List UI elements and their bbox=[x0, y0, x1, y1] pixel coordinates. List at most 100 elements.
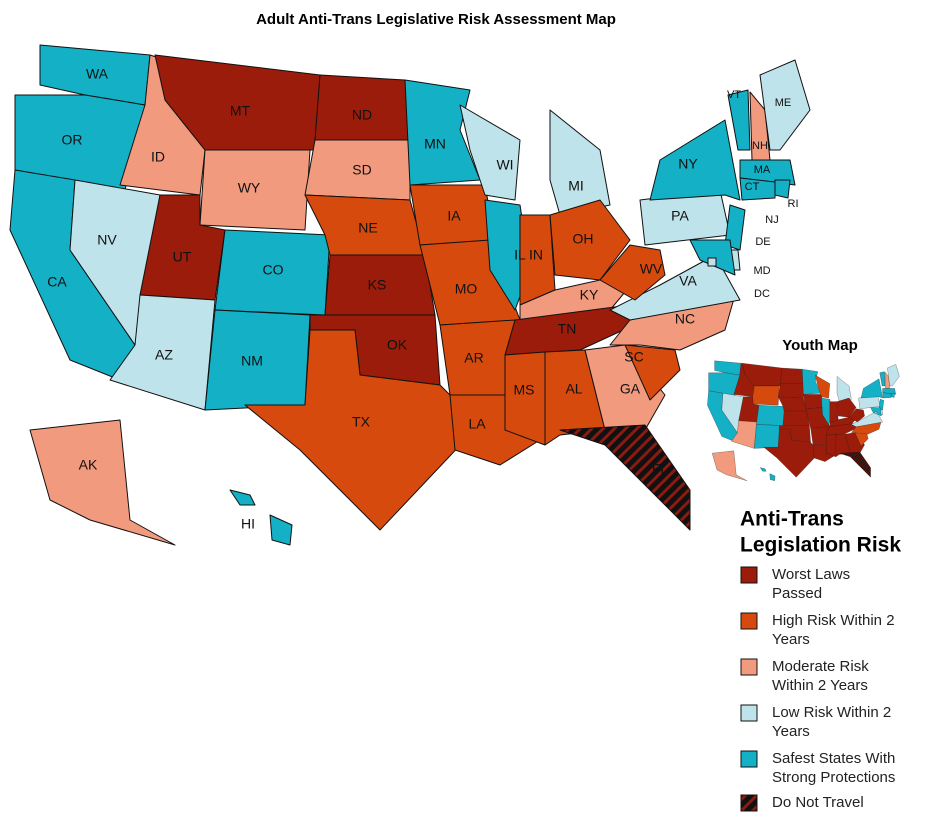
legend-title: Anti-Trans bbox=[740, 508, 844, 531]
state bbox=[739, 177, 776, 201]
state bbox=[599, 244, 666, 301]
legend-swatch bbox=[740, 750, 758, 768]
state-label: WY bbox=[238, 180, 261, 196]
state bbox=[727, 89, 751, 151]
state-label: WV bbox=[640, 261, 663, 277]
state bbox=[649, 119, 741, 201]
state-label: MN bbox=[424, 136, 446, 152]
state bbox=[754, 424, 780, 449]
state-label: MI bbox=[568, 178, 584, 194]
legend-title: Legislation Risk bbox=[740, 534, 901, 557]
state-label: WA bbox=[86, 66, 109, 82]
legend-label: High Risk Within 2 bbox=[772, 612, 895, 629]
state bbox=[760, 467, 776, 481]
youth-title: Youth Map bbox=[782, 337, 858, 354]
state-label: CO bbox=[263, 262, 284, 278]
state-label: KY bbox=[580, 287, 599, 303]
state-label: MS bbox=[514, 382, 535, 398]
state-label: IA bbox=[447, 208, 461, 224]
state bbox=[724, 204, 746, 251]
state-label: NH bbox=[752, 140, 768, 152]
state bbox=[774, 179, 791, 199]
legend-swatch bbox=[740, 612, 758, 630]
state-label: AL bbox=[565, 381, 582, 397]
legend-label: Moderate Risk bbox=[772, 658, 869, 675]
state-label: DE bbox=[755, 236, 770, 248]
state-label: OH bbox=[573, 231, 594, 247]
legend: Anti-Trans Legislation Risk Worst Laws Pass… bbox=[740, 508, 901, 812]
state bbox=[887, 364, 900, 387]
state-label: VT bbox=[727, 89, 741, 101]
state bbox=[882, 388, 896, 395]
state-label: ME bbox=[775, 97, 792, 109]
state bbox=[780, 367, 804, 384]
state-label: ND bbox=[352, 107, 372, 123]
legend-label: Low Risk Within 2 bbox=[772, 704, 891, 721]
state bbox=[782, 411, 810, 426]
state-label: KS bbox=[368, 277, 387, 293]
state-label: NM bbox=[241, 353, 263, 369]
state bbox=[707, 257, 717, 267]
state bbox=[229, 489, 293, 546]
state bbox=[836, 376, 852, 402]
state bbox=[609, 254, 741, 321]
state bbox=[549, 109, 611, 216]
legend-label: Years bbox=[772, 723, 810, 740]
state-label: SD bbox=[352, 162, 371, 178]
state bbox=[879, 371, 886, 387]
state bbox=[731, 420, 757, 449]
legend-swatch bbox=[740, 658, 758, 676]
state bbox=[836, 397, 857, 418]
state-label: HI bbox=[241, 516, 255, 532]
youth-map bbox=[707, 360, 900, 481]
state bbox=[826, 423, 860, 436]
legend-swatch bbox=[740, 566, 758, 584]
state-label: TN bbox=[558, 321, 577, 337]
state bbox=[549, 199, 631, 281]
state bbox=[752, 385, 780, 406]
state bbox=[870, 407, 882, 417]
state-label: NY bbox=[678, 156, 698, 172]
state-label: UT bbox=[173, 249, 192, 265]
legend-label: Safest States With bbox=[772, 750, 895, 767]
legend-swatch bbox=[740, 704, 758, 722]
state-label: CT bbox=[745, 181, 760, 193]
state bbox=[504, 351, 546, 446]
state bbox=[712, 450, 748, 481]
state-label: FL bbox=[652, 461, 669, 477]
legend-label: Strong Protections bbox=[772, 769, 895, 786]
state-label: MD bbox=[753, 265, 770, 277]
state bbox=[199, 149, 311, 231]
state bbox=[504, 304, 646, 356]
state-label: IN bbox=[529, 247, 543, 263]
state-label: MT bbox=[230, 103, 251, 119]
state-label: SC bbox=[624, 349, 643, 365]
state bbox=[854, 432, 869, 447]
state-label: OR bbox=[62, 132, 83, 148]
state-label: ID bbox=[151, 149, 165, 165]
state bbox=[109, 294, 216, 411]
state-label: MO bbox=[455, 281, 478, 297]
state bbox=[829, 401, 839, 424]
state bbox=[878, 399, 884, 411]
state bbox=[860, 378, 883, 399]
state-label: OK bbox=[387, 337, 408, 353]
state-label: NE bbox=[358, 220, 377, 236]
state-label: NV bbox=[97, 232, 117, 248]
state-label: MA bbox=[754, 164, 771, 176]
state bbox=[624, 344, 681, 401]
state bbox=[815, 375, 830, 399]
state-label: RI bbox=[788, 198, 799, 210]
state-label: DC bbox=[754, 288, 770, 300]
legend-label: Within 2 Years bbox=[772, 677, 868, 694]
state bbox=[759, 59, 811, 151]
state bbox=[803, 394, 824, 409]
state-label: TX bbox=[352, 414, 371, 430]
state bbox=[810, 426, 829, 445]
state bbox=[459, 104, 521, 201]
state bbox=[851, 411, 883, 427]
state-label: WI bbox=[496, 157, 513, 173]
state-label: NC bbox=[675, 311, 695, 327]
state bbox=[882, 392, 892, 399]
